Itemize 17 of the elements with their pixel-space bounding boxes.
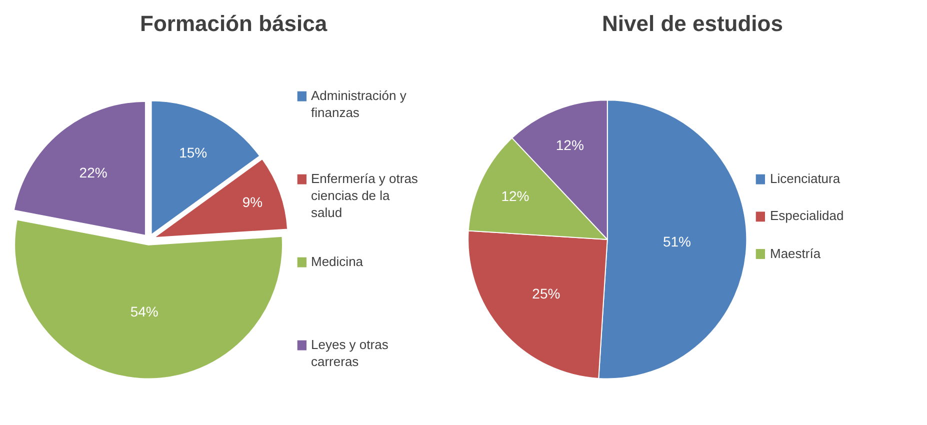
legend-label: Maestría [770,246,822,261]
data-label: 51% [662,234,692,250]
data-label: 54% [130,304,158,320]
legend-label: Leyes y otras carreras [311,337,389,369]
data-label: 12% [501,188,530,204]
legend-label: Especialidad [770,208,844,223]
data-label: 25% [532,285,560,302]
data-label: 9% [242,194,263,210]
chart-title: Nivel de estudios [602,11,783,36]
legend-label: Enfermería y otras ciencias de la salud [311,171,418,220]
chart-title: Formación básica [140,11,328,36]
legend-label: Medicina [311,254,364,269]
legend-label: Licenciatura [770,171,841,186]
legend-label: Administración y finanzas [311,88,407,120]
data-label: 22% [79,164,108,180]
data-label: 15% [179,144,208,161]
data-label: 12% [556,136,584,153]
